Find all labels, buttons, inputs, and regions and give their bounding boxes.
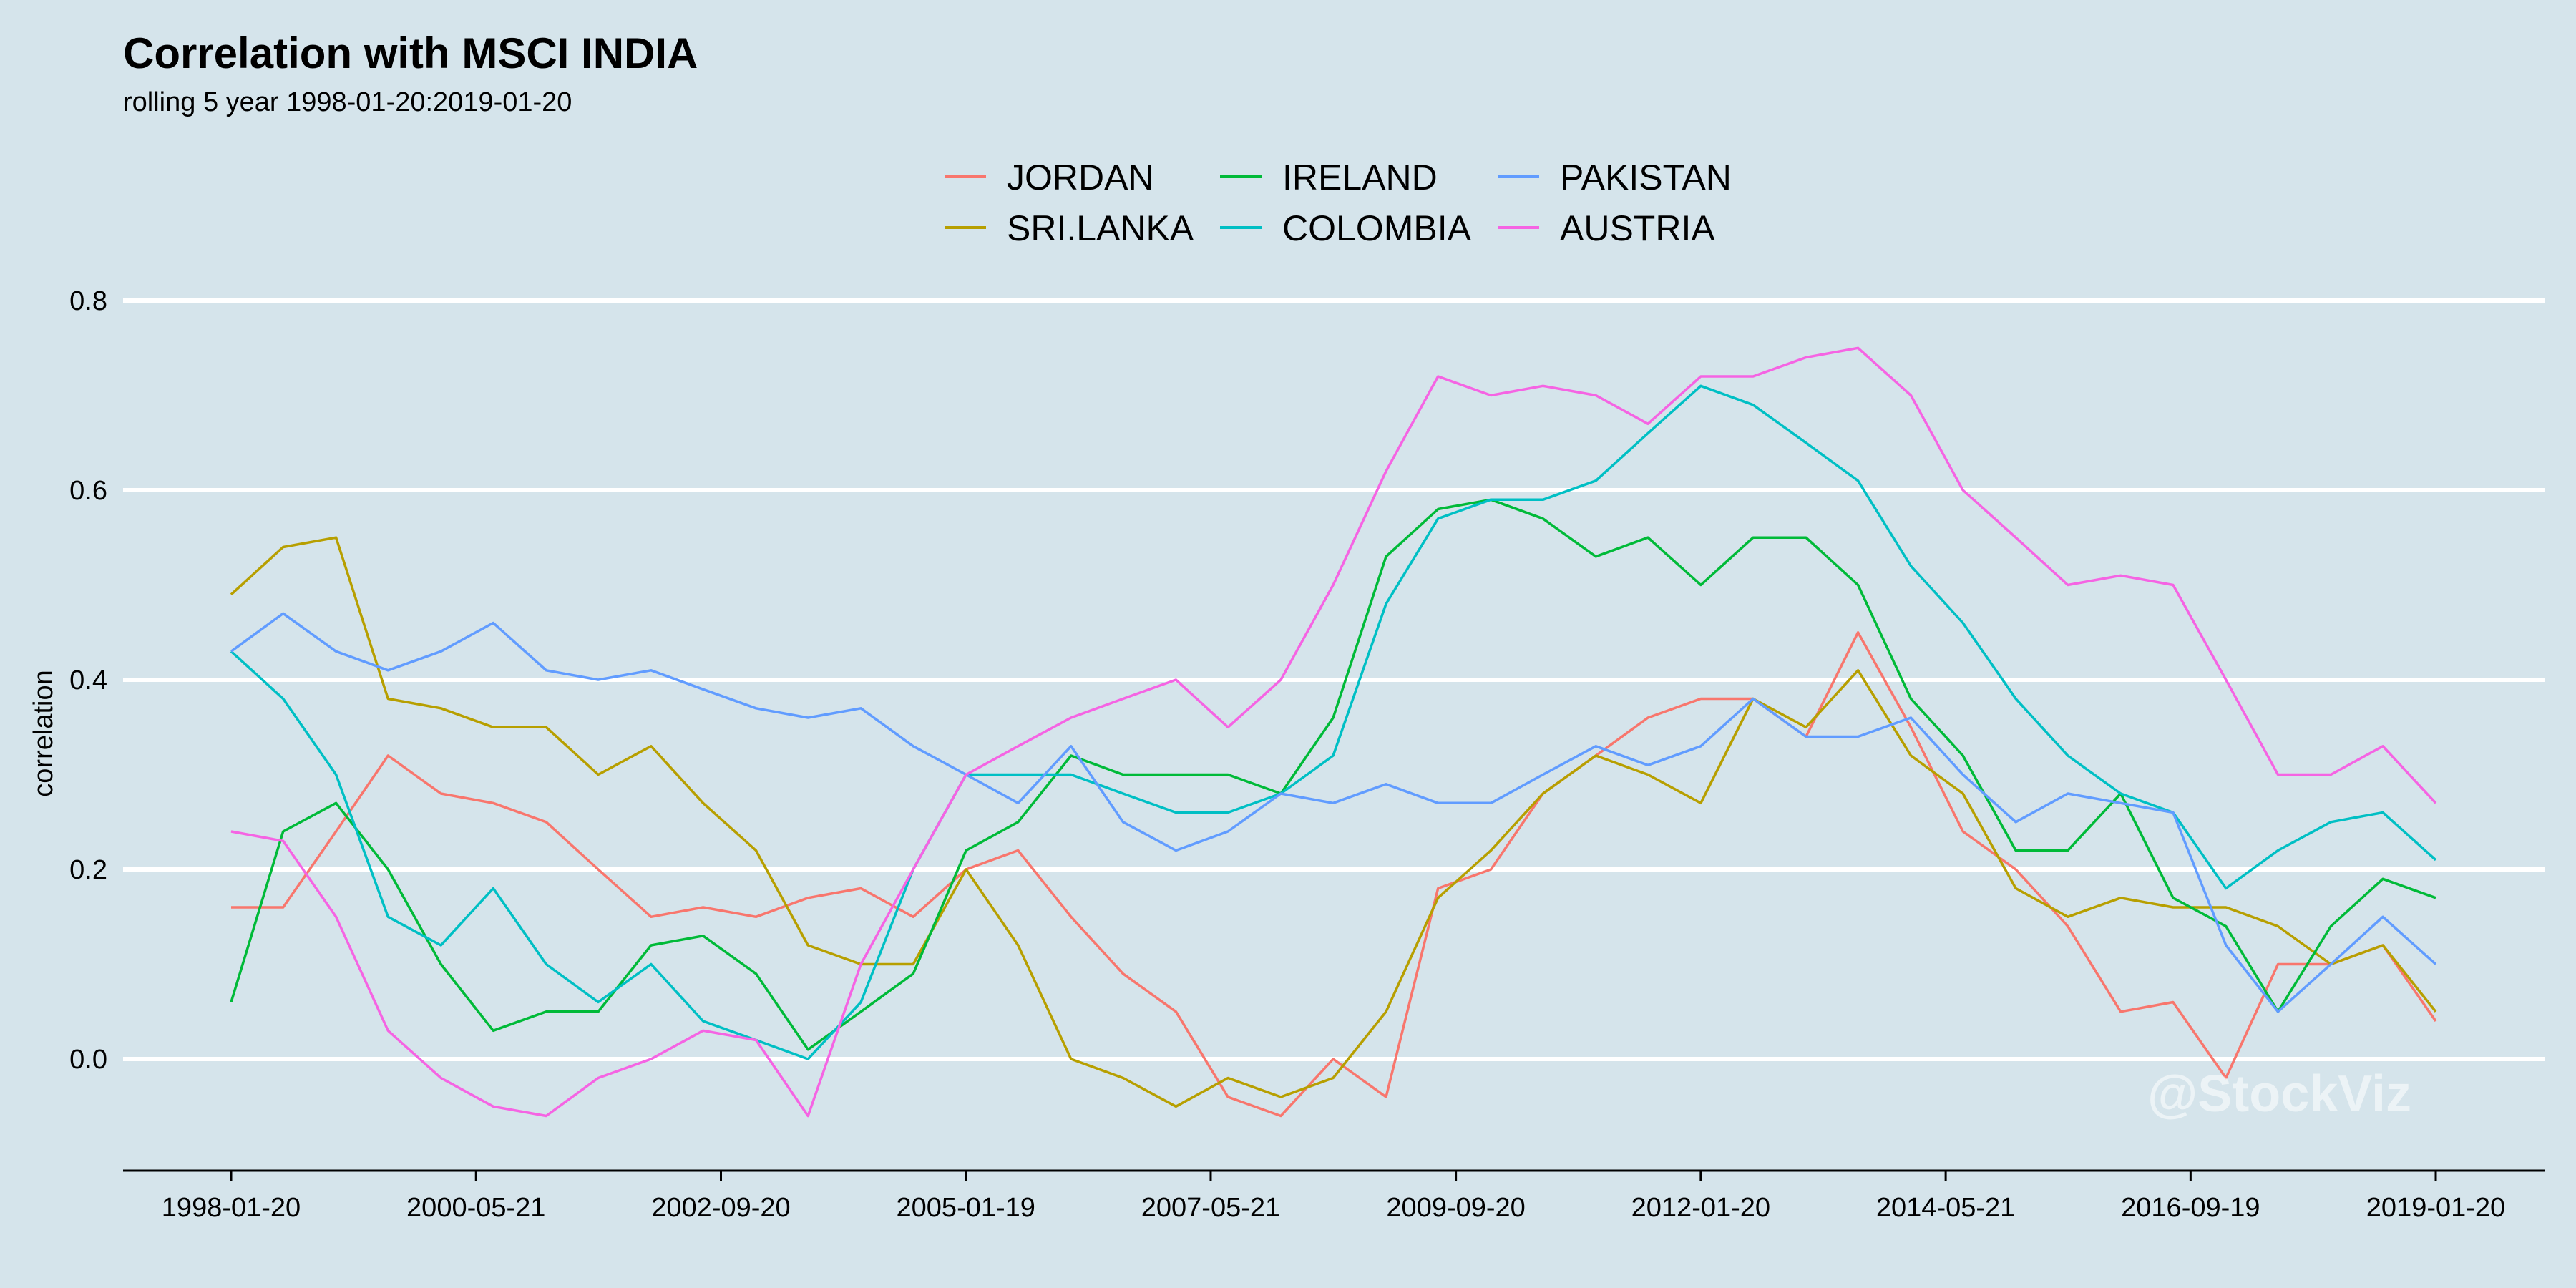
- y-tick-label: 0.8: [69, 286, 107, 316]
- legend-label-sri-lanka: SRI.LANKA: [1007, 208, 1194, 248]
- y-tick-label: 0.0: [69, 1045, 107, 1075]
- series-line-jordan: [231, 631, 2437, 1118]
- watermark: @StockViz: [2147, 1065, 2411, 1123]
- series-lines: [230, 346, 2437, 1118]
- x-tick-label: 2016-09-19: [2121, 1193, 2260, 1223]
- series-line-austria: [230, 346, 2437, 1118]
- legend-label-pakistan: PAKISTAN: [1560, 157, 1732, 197]
- legend-label-austria: AUSTRIA: [1560, 208, 1715, 248]
- series-line-pakistan: [230, 612, 2437, 1013]
- x-tick-label: 2019-01-20: [2366, 1193, 2505, 1223]
- series-line-ireland: [230, 498, 2436, 1051]
- x-tick-label: 2014-05-21: [1876, 1193, 2015, 1223]
- legend: JORDAN SRI.LANKA IRELAND COLOMBIA PAKISTAN AU…: [945, 157, 1732, 248]
- x-tick-label: 2012-01-20: [1631, 1193, 1770, 1223]
- x-tick-label: 2005-01-19: [897, 1193, 1035, 1223]
- chart-subtitle: rolling 5 year 1998-01-20:2019-01-20: [123, 87, 572, 117]
- legend-label-jordan: JORDAN: [1007, 157, 1154, 197]
- y-tick-label: 0.2: [69, 855, 107, 885]
- series-line-sri-lanka: [230, 536, 2437, 1108]
- x-axis-ticks: 1998-01-20 2000-05-21 2002-09-20 2005-01-19…: [162, 1171, 2505, 1223]
- x-tick-label: 2009-09-20: [1386, 1193, 1525, 1223]
- y-tick-label: 0.4: [69, 665, 107, 696]
- series-line-colombia: [230, 384, 2437, 1060]
- y-axis-ticks: 0.0 0.2 0.4 0.6 0.8: [69, 286, 107, 1075]
- chart-title: Correlation with MSCI INDIA: [123, 29, 698, 77]
- x-tick-label: 2002-09-20: [651, 1193, 790, 1223]
- y-tick-label: 0.6: [69, 476, 107, 506]
- y-axis-label: correlation: [29, 670, 59, 796]
- x-tick-label: 2007-05-21: [1141, 1193, 1280, 1223]
- legend-label-colombia: COLOMBIA: [1282, 208, 1472, 248]
- x-tick-label: 2000-05-21: [406, 1193, 545, 1223]
- legend-label-ireland: IRELAND: [1282, 157, 1438, 197]
- x-tick-label: 1998-01-20: [162, 1193, 301, 1223]
